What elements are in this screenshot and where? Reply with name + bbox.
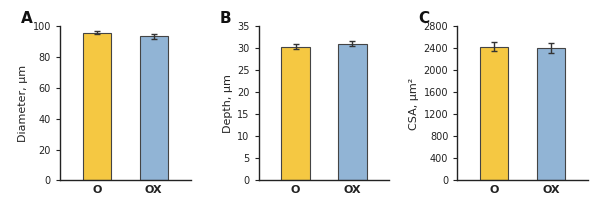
Bar (281, 47, 310, 180)
Text: C: C (418, 11, 429, 26)
Bar (338, 44, 367, 180)
Bar (480, 47, 508, 180)
Bar (537, 48, 565, 180)
Y-axis label: Diameter, μm: Diameter, μm (19, 65, 28, 142)
Text: A: A (21, 11, 32, 26)
Text: B: B (220, 11, 231, 26)
Y-axis label: Depth, μm: Depth, μm (223, 74, 233, 133)
Bar (83, 33, 111, 180)
Bar (140, 36, 168, 180)
Y-axis label: CSA, μm²: CSA, μm² (409, 77, 419, 130)
